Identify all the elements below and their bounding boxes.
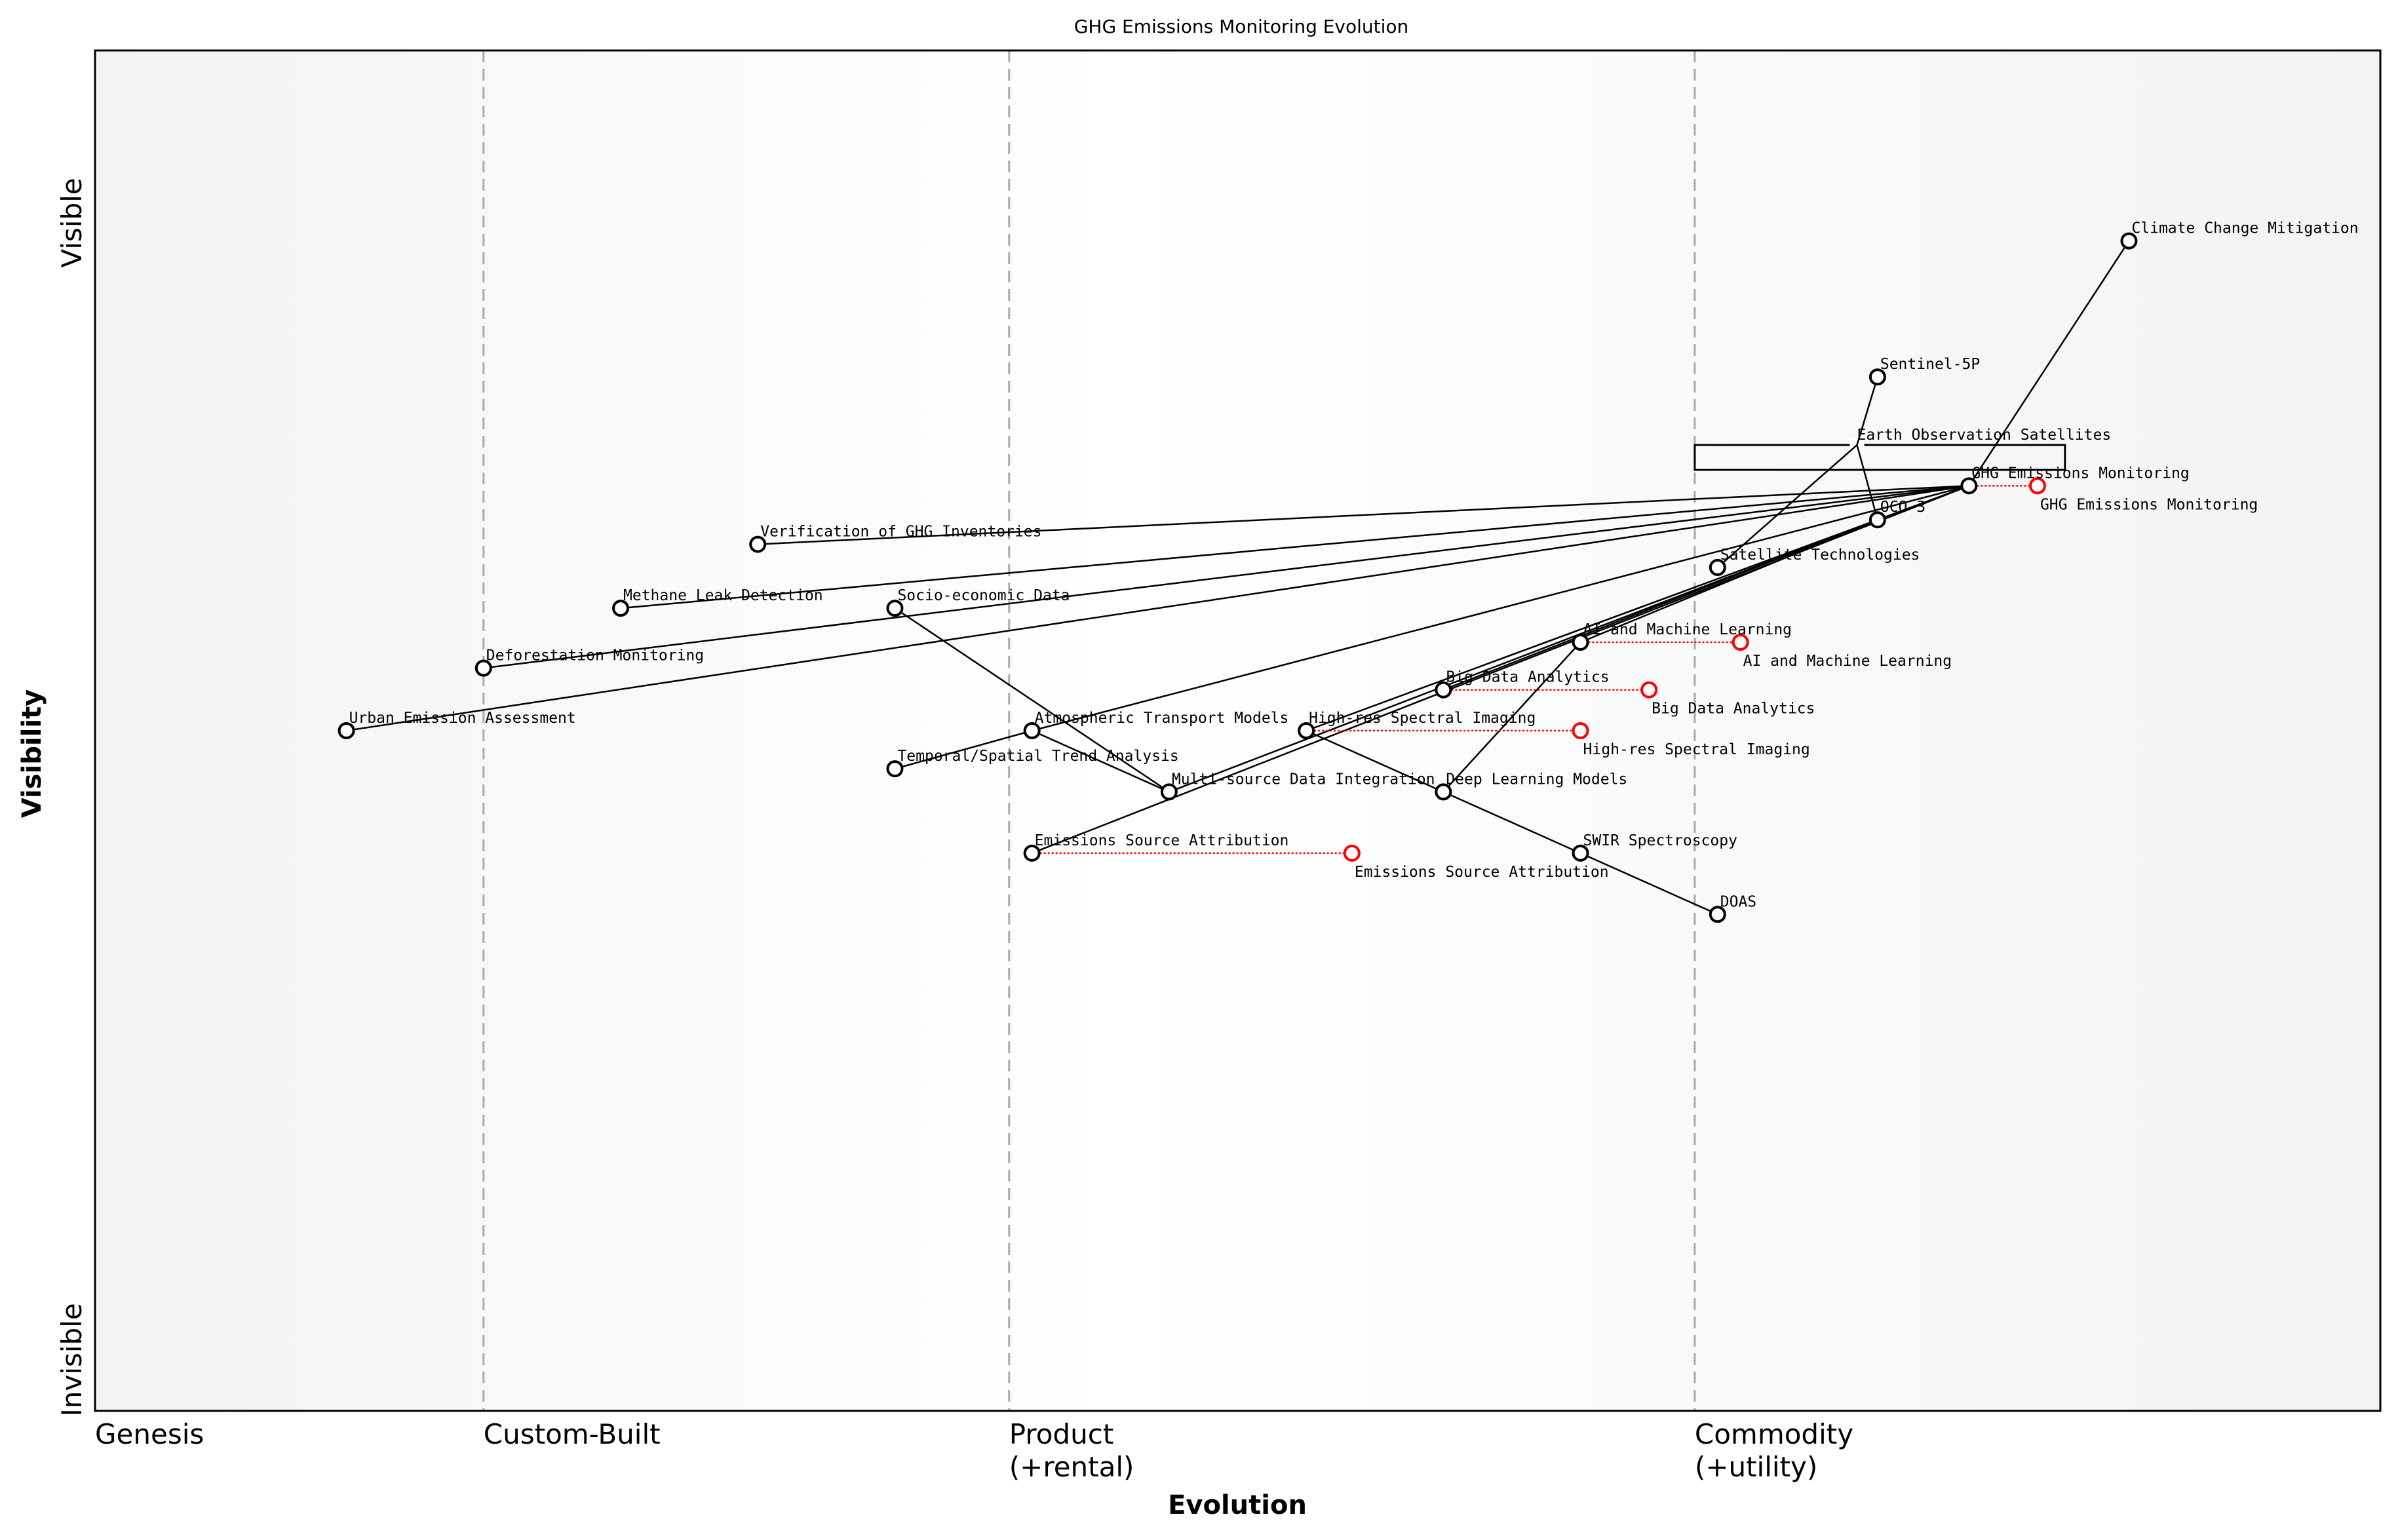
node-verification-of-ghg-inventories[interactable]	[749, 535, 767, 553]
label-oco-3: OCO-3	[1880, 499, 1926, 516]
link-earth-observation-satellites-to-oco-3	[1856, 444, 1879, 520]
label-atmospheric-transport-models: Atmospheric Transport Models	[1035, 710, 1289, 727]
node-deep-learning-models[interactable]	[1435, 783, 1452, 801]
label-temporal-spatial-trend-analysis: Temporal/Spatial Trend Analysis	[897, 748, 1178, 765]
link-socio-economic-data-to-multi-source-data-integration	[894, 607, 1170, 793]
label-ai-and-machine-learning: AI and Machine Learning	[1583, 621, 1792, 638]
node-doas[interactable]	[1709, 906, 1726, 923]
label-verification-of-ghg-inventories: Verification of GHG Inventories	[760, 524, 1041, 541]
label-socio-economic-data: Socio-economic Data	[897, 587, 1070, 604]
node-big-data-analytics[interactable]	[1435, 681, 1452, 699]
node-sentinel-5p[interactable]	[1868, 368, 1886, 386]
label-big-data-analytics: Big Data Analytics	[1446, 669, 1609, 686]
link-oco-3-to-ai-and-machine-learning	[1580, 519, 1878, 644]
pipeline-earth-observation-satellites	[1694, 444, 2066, 471]
link-ghg-emissions-monitoring-to-atmospheric-transport-models	[1032, 485, 1969, 732]
evolved-node-high-res-spectral-imaging[interactable]	[1572, 722, 1589, 739]
stage-label-genesis: Genesis	[95, 1418, 204, 1450]
map-title: GHG Emissions Monitoring Evolution	[1074, 16, 1409, 37]
link-high-res-spectral-imaging-to-deep-learning-models	[1306, 729, 1444, 793]
node-satellite-technologies[interactable]	[1709, 558, 1726, 576]
evolved-node-ai-and-machine-learning[interactable]	[1732, 634, 1749, 651]
label-methane-leak-detection: Methane Leak Detection	[623, 587, 823, 604]
label-climate-change-mitigation: Climate Change Mitigation	[2131, 220, 2358, 237]
node-methane-leak-detection[interactable]	[612, 600, 630, 617]
stage-sublabel-product: (+rental)	[1009, 1451, 1134, 1483]
evolved-label-ghg-emissions-monitoring: GHG Emissions Monitoring	[2040, 496, 2258, 513]
evolved-label-high-res-spectral-imaging: High-res Spectral Imaging	[1583, 741, 1810, 758]
node-temporal-spatial-trend-analysis[interactable]	[886, 760, 904, 778]
label-high-res-spectral-imaging: High-res Spectral Imaging	[1309, 710, 1536, 727]
node-urban-emission-assessment[interactable]	[338, 722, 355, 739]
y-axis-bottom-label: Invisible	[56, 1303, 88, 1416]
link-ghg-emissions-monitoring-to-urban-emission-assessment	[346, 485, 1969, 732]
label-doas: DOAS	[1720, 893, 1756, 910]
stage-label-custom-built: Custom-Built	[484, 1418, 661, 1450]
node-socio-economic-data[interactable]	[886, 600, 904, 617]
evolved-node-big-data-analytics[interactable]	[1640, 681, 1658, 699]
node-emissions-source-attribution[interactable]	[1023, 844, 1041, 862]
link-ghg-emissions-monitoring-to-methane-leak-detection	[620, 485, 1969, 609]
node-swir-spectroscopy[interactable]	[1572, 844, 1589, 862]
node-high-res-spectral-imaging[interactable]	[1298, 722, 1315, 739]
label-swir-spectroscopy: SWIR Spectroscopy	[1583, 832, 1737, 849]
node-multi-source-data-integration[interactable]	[1160, 783, 1178, 801]
node-climate-change-mitigation[interactable]	[2120, 232, 2138, 250]
x-axis-title: Evolution	[1168, 1490, 1307, 1520]
label-ghg-emissions-monitoring: GHG Emissions Monitoring	[1971, 465, 2189, 482]
label-deep-learning-models: Deep Learning Models	[1446, 771, 1627, 788]
label-urban-emission-assessment: Urban Emission Assessment	[349, 710, 576, 727]
label-satellite-technologies: Satellite Technologies	[1720, 547, 1920, 564]
stage-sublabel-commodity: (+utility)	[1695, 1451, 1817, 1483]
plot-area	[95, 50, 2380, 1411]
label-emissions-source-attribution: Emissions Source Attribution	[1035, 832, 1289, 849]
link-temporal-spatial-trend-analysis-to-atmospheric-transport-models	[895, 729, 1033, 770]
link-earth-observation-satellites-to-satellite-technologies	[1716, 444, 1858, 568]
node-ai-and-machine-learning[interactable]	[1572, 634, 1589, 651]
stage-label-product: Product	[1009, 1418, 1113, 1450]
pipeline-label-earth-observation-satellites: Earth Observation Satellites	[1857, 427, 2111, 444]
node-atmospheric-transport-models[interactable]	[1023, 722, 1041, 739]
link-ghg-emissions-monitoring-to-deforestation-monitoring	[483, 485, 1969, 669]
stage-label-commodity: Commodity	[1695, 1418, 1853, 1450]
label-sentinel-5p: Sentinel-5P	[1880, 356, 1980, 373]
label-deforestation-monitoring: Deforestation Monitoring	[486, 647, 704, 664]
link-oco-3-to-high-res-spectral-imaging	[1306, 519, 1878, 732]
link-oco-3-to-multi-source-data-integration	[1169, 519, 1878, 793]
node-deforestation-monitoring[interactable]	[474, 659, 492, 677]
link-atmospheric-transport-models-to-multi-source-data-integration	[1032, 729, 1170, 793]
link-swir-spectroscopy-to-doas	[1580, 852, 1718, 915]
y-axis-title: Visibility	[17, 689, 47, 818]
evolved-label-emissions-source-attribution: Emissions Source Attribution	[1355, 864, 1609, 881]
link-earth-observation-satellites-to-sentinel-5p	[1856, 376, 1879, 446]
label-multi-source-data-integration: Multi-source Data Integration	[1172, 771, 1435, 788]
evolved-label-ai-and-machine-learning: AI and Machine Learning	[1743, 653, 1952, 670]
link-climate-change-mitigation-to-ghg-emissions-monitoring	[1968, 240, 2130, 487]
link-deep-learning-models-to-swir-spectroscopy	[1442, 791, 1581, 854]
evolved-label-big-data-analytics: Big Data Analytics	[1652, 701, 1815, 718]
link-ghg-emissions-monitoring-to-verification-of-ghg-inventories	[758, 485, 1969, 545]
evolved-node-ghg-emissions-monitoring[interactable]	[2028, 477, 2046, 495]
link-ghg-emissions-monitoring-to-oco-3	[1877, 485, 1969, 521]
node-oco-3[interactable]	[1868, 511, 1886, 529]
evolved-node-emissions-source-attribution[interactable]	[1343, 844, 1361, 862]
plot-frame	[94, 49, 2382, 1412]
y-axis-top-label: Visible	[56, 178, 88, 267]
link-deep-learning-models-to-ai-and-machine-learning	[1442, 642, 1581, 793]
node-ghg-emissions-monitoring[interactable]	[1960, 477, 1978, 495]
